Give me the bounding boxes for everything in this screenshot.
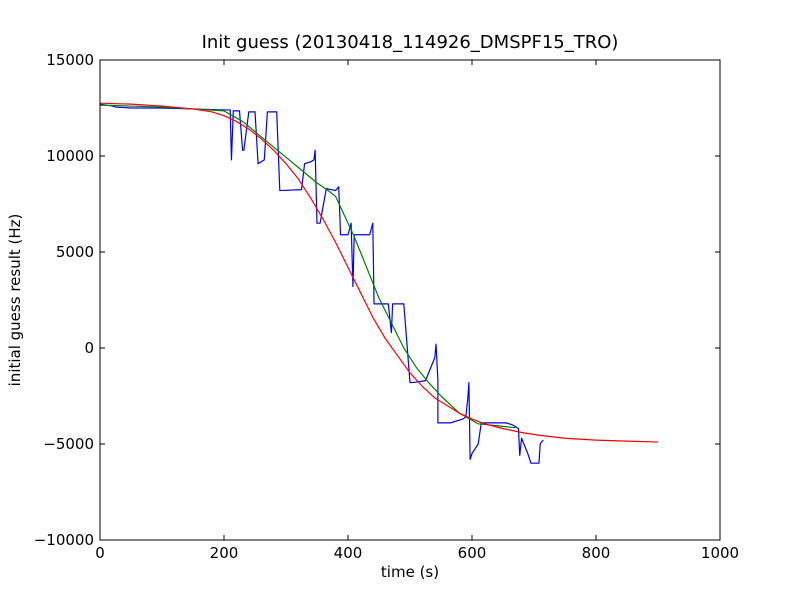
y-tick-label: 10000 [46,147,94,165]
y-tick-label: 0 [84,339,94,357]
x-tick-label: 0 [95,544,105,562]
axis-ticks: 0 200 400 600 800 1000 −10000 −5000 0 5000 10000 15… [34,51,739,562]
x-axis-label: time (s) [381,563,439,581]
y-tick-label: 5000 [56,243,94,261]
chart-title: Init guess (20130418_114926_DMSPF15_TRO) [202,32,619,53]
series-line-3 [99,102,659,443]
plot-area [99,102,659,464]
x-tick-label: 800 [582,544,611,562]
y-tick-label: −10000 [34,531,94,549]
x-tick-label: 600 [458,544,487,562]
y-axis-label: initial guess result (Hz) [6,214,24,387]
series-line-2 [99,104,516,429]
y-tick-label: −5000 [43,435,94,453]
x-tick-label: 1000 [701,544,739,562]
x-tick-label: 400 [334,544,363,562]
plot-frame [99,59,721,541]
y-tick-label: 15000 [46,51,94,69]
x-tick-label: 200 [210,544,239,562]
